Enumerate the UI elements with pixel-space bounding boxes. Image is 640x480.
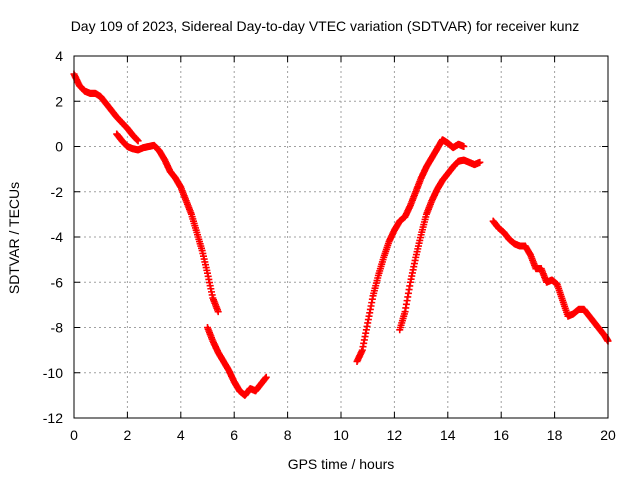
series-segment-3 bbox=[204, 324, 270, 399]
x-tick-label: 4 bbox=[177, 427, 185, 443]
y-axis-label: SDTVAR / TECUs bbox=[6, 181, 22, 295]
data-point bbox=[214, 308, 222, 316]
data-point bbox=[460, 143, 468, 150]
y-tick-label: 4 bbox=[55, 48, 63, 64]
data-point bbox=[134, 137, 142, 145]
y-tick-label: -4 bbox=[51, 229, 64, 245]
x-tick-label: 2 bbox=[124, 427, 132, 443]
tick-labels: 0 2 4 6 8 10 12 14 16 18 20 -12 -10 -8 -6 -4 -2 0 2 4 bbox=[43, 48, 616, 443]
series-segment-2 bbox=[113, 130, 222, 316]
x-tick-label: 10 bbox=[333, 427, 349, 443]
x-tick-label: 0 bbox=[70, 427, 78, 443]
y-tick-label: -2 bbox=[51, 184, 64, 200]
x-tick-label: 14 bbox=[440, 427, 456, 443]
series-segment-4 bbox=[353, 136, 468, 365]
x-tick-label: 18 bbox=[547, 427, 563, 443]
series-segment-6 bbox=[489, 217, 612, 345]
y-tick-label: -6 bbox=[51, 274, 64, 290]
x-tick-label: 8 bbox=[284, 427, 292, 443]
x-axis-label: GPS time / hours bbox=[287, 456, 395, 472]
y-tick-label: -10 bbox=[43, 365, 63, 381]
x-tick-label: 12 bbox=[387, 427, 403, 443]
y-tick-label: -12 bbox=[43, 410, 63, 426]
series-segment-5 bbox=[396, 156, 484, 334]
chart-title: Day 109 of 2023, Sidereal Day-to-day VTE… bbox=[70, 18, 580, 34]
plot-frame bbox=[73, 55, 609, 419]
x-tick-label: 6 bbox=[230, 427, 238, 443]
y-tick-label: 0 bbox=[55, 139, 63, 155]
y-tick-label: -8 bbox=[51, 320, 64, 336]
y-tick-label: 2 bbox=[55, 93, 63, 109]
x-tick-label: 16 bbox=[493, 427, 509, 443]
data-point bbox=[262, 373, 270, 381]
x-tick-label: 20 bbox=[600, 427, 616, 443]
data-points bbox=[70, 70, 612, 399]
series-segment-1 bbox=[70, 70, 142, 145]
data-point bbox=[476, 158, 484, 166]
